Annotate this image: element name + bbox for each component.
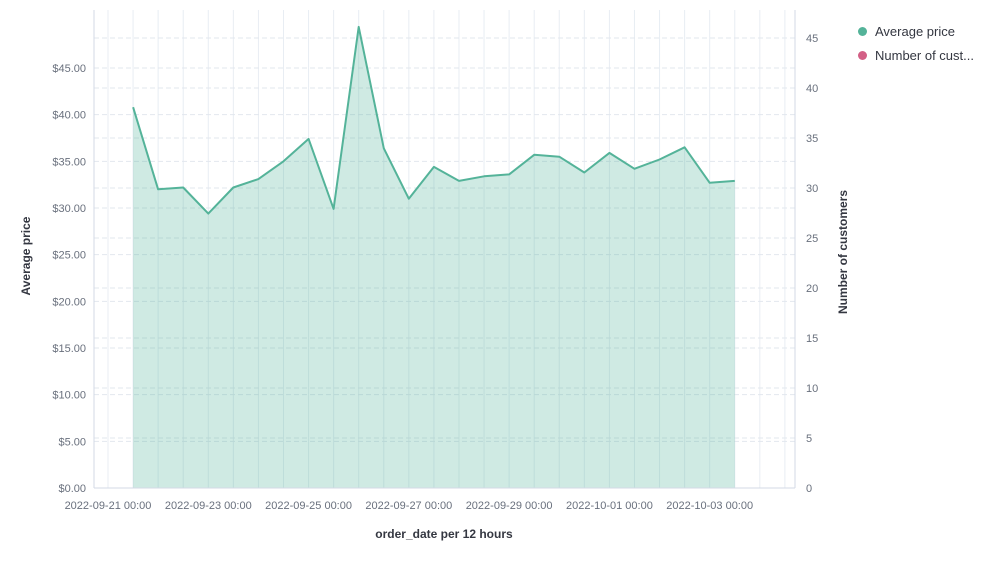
left-axis-tick-label: $10.00 (52, 390, 86, 402)
x-axis-tick-label: 2022-10-03 00:00 (666, 500, 753, 512)
right-axis-tick-label: 25 (806, 233, 818, 245)
left-axis-title: Average price (19, 216, 33, 296)
average-price-line (132, 25, 735, 215)
x-axis-tick-label: 2022-09-23 00:00 (165, 500, 252, 512)
x-axis-tick-label: 2022-10-01 00:00 (566, 500, 653, 512)
left-axis-tick-label: $5.00 (58, 436, 86, 448)
x-axis-tick-label: 2022-09-27 00:00 (365, 500, 452, 512)
right-axis-tick-label: 20 (806, 283, 818, 295)
x-axis-tick-label: 2022-09-21 00:00 (65, 500, 152, 512)
right-axis-tick-label: 45 (806, 33, 818, 45)
right-axis-tick-label: 40 (806, 83, 818, 95)
left-axis-tick-label: $0.00 (58, 483, 86, 495)
x-axis-title: order_date per 12 hours (375, 527, 513, 541)
left-axis-tick-label: $45.00 (52, 63, 86, 75)
right-axis-title: Number of customers (836, 189, 850, 315)
x-axis-tick-label: 2022-09-25 00:00 (265, 500, 352, 512)
right-axis-tick-label: 30 (806, 183, 818, 195)
left-axis-tick-label: $20.00 (52, 296, 86, 308)
legend-item-label: Average price (875, 24, 955, 39)
legend-series-dot-icon (858, 51, 867, 60)
right-axis-tick-label: 5 (806, 433, 812, 445)
left-axis-tick-label: $40.00 (52, 110, 86, 122)
right-axis-tick-label: 10 (806, 383, 818, 395)
legend: Average price Number of cust... (858, 24, 974, 63)
legend-item[interactable]: Average price (858, 24, 974, 39)
right-axis-tick-label: 15 (806, 333, 818, 345)
legend-item[interactable]: Number of cust... (858, 48, 974, 63)
x-axis-tick-label: 2022-09-29 00:00 (466, 500, 553, 512)
left-axis-tick-label: $35.00 (52, 156, 86, 168)
legend-series-dot-icon (858, 27, 867, 36)
left-axis-tick-label: $15.00 (52, 343, 86, 355)
legend-item-label: Number of cust... (875, 48, 974, 63)
average-price-area-fill (133, 26, 735, 489)
left-axis-tick-label: $30.00 (52, 203, 86, 215)
right-axis-tick-label: 35 (806, 133, 818, 145)
left-axis-tick-label: $25.00 (52, 250, 86, 262)
right-axis-tick-label: 0 (806, 483, 812, 495)
